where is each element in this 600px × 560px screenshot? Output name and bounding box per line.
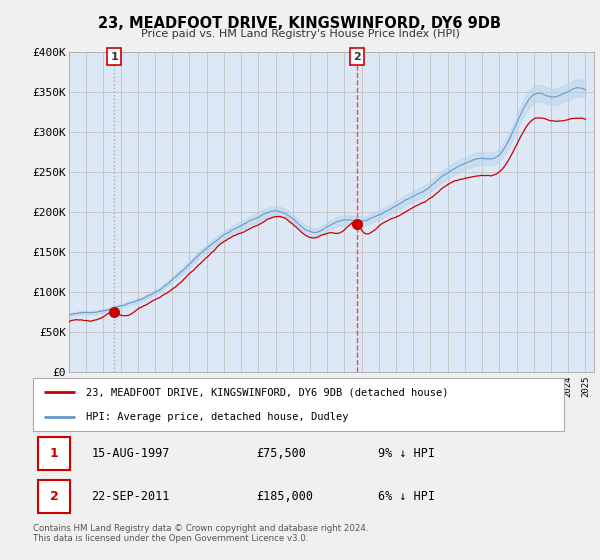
Text: 23, MEADFOOT DRIVE, KINGSWINFORD, DY6 9DB: 23, MEADFOOT DRIVE, KINGSWINFORD, DY6 9D… bbox=[98, 16, 502, 31]
Text: £185,000: £185,000 bbox=[256, 490, 313, 503]
Text: 23, MEADFOOT DRIVE, KINGSWINFORD, DY6 9DB (detached house): 23, MEADFOOT DRIVE, KINGSWINFORD, DY6 9D… bbox=[86, 388, 449, 398]
FancyBboxPatch shape bbox=[38, 480, 70, 513]
Text: 22-SEP-2011: 22-SEP-2011 bbox=[91, 490, 170, 503]
Text: 9% ↓ HPI: 9% ↓ HPI bbox=[378, 446, 435, 460]
Text: HPI: Average price, detached house, Dudley: HPI: Average price, detached house, Dudl… bbox=[86, 412, 349, 422]
Text: 1: 1 bbox=[50, 446, 59, 460]
Text: 2: 2 bbox=[50, 490, 59, 503]
Text: £75,500: £75,500 bbox=[256, 446, 306, 460]
Text: Price paid vs. HM Land Registry's House Price Index (HPI): Price paid vs. HM Land Registry's House … bbox=[140, 29, 460, 39]
Text: 2: 2 bbox=[353, 52, 361, 62]
Text: 1: 1 bbox=[110, 52, 118, 62]
Text: 15-AUG-1997: 15-AUG-1997 bbox=[91, 446, 170, 460]
Text: Contains HM Land Registry data © Crown copyright and database right 2024.
This d: Contains HM Land Registry data © Crown c… bbox=[33, 524, 368, 543]
FancyBboxPatch shape bbox=[38, 437, 70, 470]
Text: 6% ↓ HPI: 6% ↓ HPI bbox=[378, 490, 435, 503]
